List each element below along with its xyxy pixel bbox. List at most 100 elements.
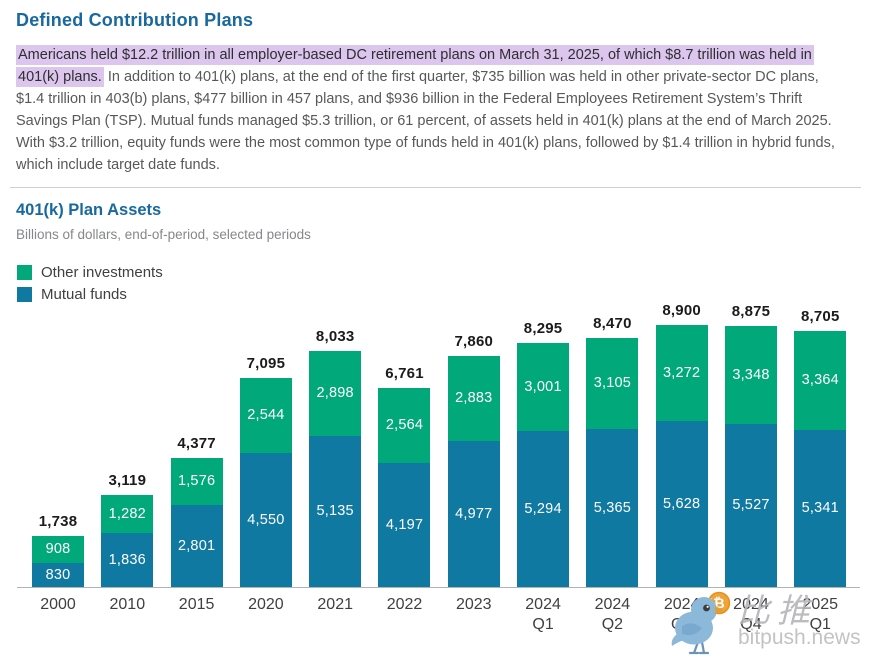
bar-segment-value: 1,576 xyxy=(177,473,216,490)
legend-label: Other investments xyxy=(41,264,163,281)
bar-2024-q3: 8,900 3,272 5,628 xyxy=(655,302,708,587)
bar-segment-value: 2,801 xyxy=(177,537,216,554)
bar-total-label: 7,095 xyxy=(246,355,286,373)
bar-segment-other-investments: 3,272 xyxy=(655,325,708,422)
legend-label: Mutual funds xyxy=(41,286,127,303)
x-axis-label-2010: 2010 xyxy=(109,596,146,613)
bar-segment-value: 1,836 xyxy=(108,551,146,568)
bar-total-label: 6,761 xyxy=(385,364,424,382)
bar-segment-value: 5,365 xyxy=(593,499,632,516)
bar-segment-other-investments: 1,282 xyxy=(101,495,154,533)
bar-2020: 7,095 2,544 4,550 xyxy=(239,355,292,587)
x-axis-label-2022: 2022 xyxy=(386,596,423,613)
bar-2024-q2: 8,470 3,105 5,365 xyxy=(586,314,639,587)
legend-swatch-mutual-funds xyxy=(17,287,32,302)
bar-segment-value: 1,282 xyxy=(108,505,146,522)
bar-segment-value: 5,628 xyxy=(663,495,701,512)
bar-total-label: 8,470 xyxy=(593,314,632,332)
legend-swatch-other-investments xyxy=(17,265,32,280)
bar-segment-mutual-funds: 5,294 xyxy=(517,431,570,587)
bar-segment-value: 2,544 xyxy=(247,407,285,424)
bar-segment-other-investments: 908 xyxy=(32,535,84,563)
bar-2000: 1,738 908 830 xyxy=(32,513,84,587)
bar-segment-other-investments: 3,001 xyxy=(517,342,570,432)
x-axis-label-2025-q1: 2025 Q1 xyxy=(802,596,839,633)
bar-segment-value: 908 xyxy=(45,541,71,558)
x-axis-label-2021: 2021 xyxy=(317,596,353,613)
bar-segment-mutual-funds: 5,365 xyxy=(586,429,639,587)
bar-2024-q1: 8,295 3,001 5,294 xyxy=(517,319,570,587)
x-axis-label-2000: 2000 xyxy=(40,596,76,613)
x-axis-label-2024-q2: 2024 Q2 xyxy=(594,596,631,633)
bar-segment-other-investments: 1,576 xyxy=(170,458,223,505)
bar-segment-mutual-funds: 2,801 xyxy=(170,504,223,587)
bar-segment-other-investments: 2,544 xyxy=(239,378,292,454)
bar-segment-value: 3,348 xyxy=(732,366,770,383)
chart-legend: Other investments Mutual funds xyxy=(17,264,869,303)
bar-total-label: 8,033 xyxy=(315,327,355,345)
bar-segment-mutual-funds: 1,836 xyxy=(101,533,154,587)
bar-segment-other-investments: 3,348 xyxy=(724,325,777,425)
bar-segment-value: 2,564 xyxy=(385,417,424,434)
bar-segment-value: 5,135 xyxy=(316,503,354,520)
x-axis-label-2015: 2015 xyxy=(178,596,215,613)
x-axis-label-2024-q1: 2024 Q1 xyxy=(525,596,561,633)
bar-2010: 3,119 1,282 1,836 xyxy=(101,472,154,587)
bar-segment-mutual-funds: 830 xyxy=(32,562,84,587)
bar-segment-other-investments: 2,898 xyxy=(309,350,362,436)
bar-segment-value: 3,272 xyxy=(663,364,701,381)
bar-2024-q4: 8,875 3,348 5,527 xyxy=(724,302,777,587)
bar-2022: 6,761 2,564 4,197 xyxy=(378,364,431,587)
bar-segment-value: 4,977 xyxy=(455,505,493,522)
bar-segment-value: 5,527 xyxy=(732,497,770,514)
x-axis: 2000 2010 2015 2020 2021 2022 2023 2024 Q1 2024 … xyxy=(17,588,860,635)
bar-total-label: 4,377 xyxy=(177,435,216,453)
stacked-bar-chart: 1,738 908 830 3,119 1,282 1,836 4,377 1,576 2,80… xyxy=(17,302,860,635)
bar-2023: 7,860 2,883 4,977 xyxy=(447,332,500,587)
bar-segment-mutual-funds: 4,550 xyxy=(239,453,292,587)
chart-subtitle: Billions of dollars, end-of-period, sele… xyxy=(16,227,311,242)
bar-total-label: 8,295 xyxy=(523,319,563,337)
bar-segment-value: 4,550 xyxy=(247,511,285,528)
x-axis-label-2023: 2023 xyxy=(455,596,492,613)
legend-item-other-investments: Other investments xyxy=(17,264,869,281)
bar-segment-other-investments: 2,883 xyxy=(447,355,500,441)
bar-segment-mutual-funds: 5,341 xyxy=(794,429,847,587)
page-title: Defined Contribution Plans xyxy=(16,10,254,30)
bar-2015: 4,377 1,576 2,801 xyxy=(170,435,223,587)
bar-segment-value: 2,883 xyxy=(455,389,493,406)
x-axis-label-2020: 2020 xyxy=(248,596,284,613)
bar-segment-other-investments: 3,364 xyxy=(794,330,847,430)
bar-segment-mutual-funds: 4,977 xyxy=(447,440,500,587)
bar-segment-value: 4,197 xyxy=(385,516,424,533)
section-divider xyxy=(10,187,861,188)
bar-segment-value: 3,105 xyxy=(593,375,632,392)
bar-segment-mutual-funds: 5,135 xyxy=(309,435,362,587)
bar-total-label: 8,900 xyxy=(662,302,701,320)
legend-item-mutual-funds: Mutual funds xyxy=(17,286,869,303)
bar-segment-value: 3,364 xyxy=(801,372,839,389)
bar-2021: 8,033 2,898 5,135 xyxy=(309,327,362,587)
bar-total-label: 3,119 xyxy=(108,472,147,490)
bar-segment-mutual-funds: 4,197 xyxy=(378,463,431,587)
bar-total-label: 1,738 xyxy=(38,512,78,530)
bar-segment-value: 5,294 xyxy=(524,500,562,517)
bar-total-label: 7,860 xyxy=(454,332,494,350)
x-axis-label-2024-q3: 2024 Q3 xyxy=(663,596,700,633)
x-axis-label-2024-q4: 2024 Q4 xyxy=(733,596,769,633)
bar-2025-q1: 8,705 3,364 5,341 xyxy=(794,307,847,587)
bar-segment-mutual-funds: 5,527 xyxy=(724,424,777,587)
bar-segment-other-investments: 3,105 xyxy=(586,337,639,430)
bar-segment-value: 830 xyxy=(45,566,71,583)
bar-segment-value: 3,001 xyxy=(524,378,562,395)
bar-total-label: 8,705 xyxy=(800,307,840,325)
chart-title: 401(k) Plan Assets xyxy=(16,201,162,219)
bar-segment-mutual-funds: 5,628 xyxy=(655,421,708,587)
intro-paragraph: Americans held $12.2 trillion in all emp… xyxy=(16,44,838,176)
bar-segment-value: 2,898 xyxy=(316,384,354,401)
chart-plot-area: 1,738 908 830 3,119 1,282 1,836 4,377 1,576 2,80… xyxy=(17,302,860,588)
intro-body-text: In addition to 401(k) plans, at the end … xyxy=(16,69,835,173)
bar-segment-value: 5,341 xyxy=(801,500,839,517)
bar-total-label: 8,875 xyxy=(731,302,771,320)
